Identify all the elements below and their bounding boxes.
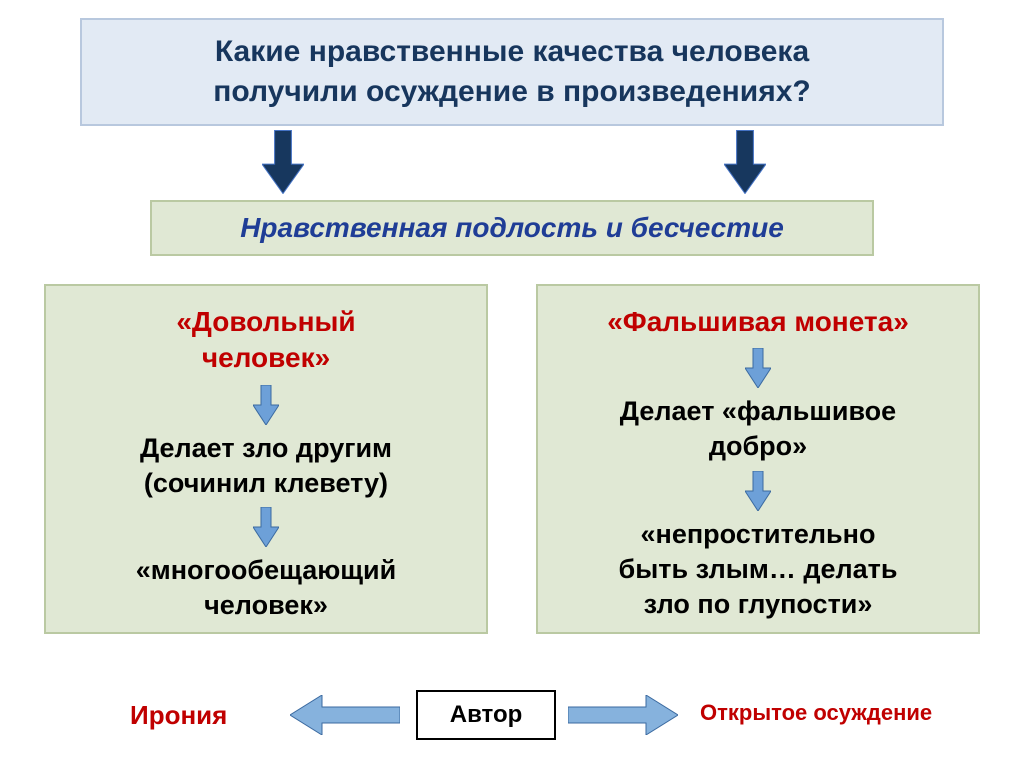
small-arrow-icon (745, 471, 771, 511)
left-body1-l2: (сочинил клевету) (140, 466, 392, 501)
subtitle-text: Нравственная подлость и бесчестие (240, 212, 784, 244)
title-line2: получили осуждение в произведениях? (213, 72, 810, 113)
right-column: «Фальшивая монета» Делает «фальшивое доб… (536, 284, 980, 634)
left-body2: «многообещающий человек» (136, 553, 397, 623)
author-box: Автор (416, 690, 556, 740)
right-body2: «непростительно быть злым… делать зло по… (619, 517, 898, 622)
left-title-l2: человек» (176, 340, 355, 376)
left-body2-l2: человек» (136, 588, 397, 623)
left-column: «Довольный человек» Делает зло другим (с… (44, 284, 488, 634)
arrow-left-icon (290, 695, 400, 735)
small-arrow-icon (745, 348, 771, 388)
right-body2-l1: «непростительно (619, 517, 898, 552)
small-arrow-icon (253, 507, 279, 547)
title-box: Какие нравственные качества человека пол… (80, 18, 944, 126)
irony-label: Ирония (130, 700, 227, 731)
big-arrow-right (724, 130, 766, 194)
right-body1-l1: Делает «фальшивое (620, 394, 896, 429)
left-body2-l1: «многообещающий (136, 553, 397, 588)
left-col-title: «Довольный человек» (176, 304, 355, 377)
big-arrow-left (262, 130, 304, 194)
right-body2-l2: быть злым… делать (619, 552, 898, 587)
title-line1: Какие нравственные качества человека (215, 32, 809, 73)
author-text: Автор (450, 701, 523, 729)
left-body1-l1: Делает зло другим (140, 431, 392, 466)
subtitle-box: Нравственная подлость и бесчестие (150, 200, 874, 256)
condemn-label: Открытое осуждение (700, 700, 932, 726)
left-body1: Делает зло другим (сочинил клевету) (140, 431, 392, 501)
right-body1-l2: добро» (620, 429, 896, 464)
left-title-l1: «Довольный (176, 304, 355, 340)
right-title: «Фальшивая монета» (607, 304, 909, 340)
right-body1: Делает «фальшивое добро» (620, 394, 896, 464)
small-arrow-icon (253, 385, 279, 425)
arrow-right-icon (568, 695, 678, 735)
right-body2-l3: зло по глупости» (619, 587, 898, 622)
right-col-title: «Фальшивая монета» (607, 304, 909, 340)
